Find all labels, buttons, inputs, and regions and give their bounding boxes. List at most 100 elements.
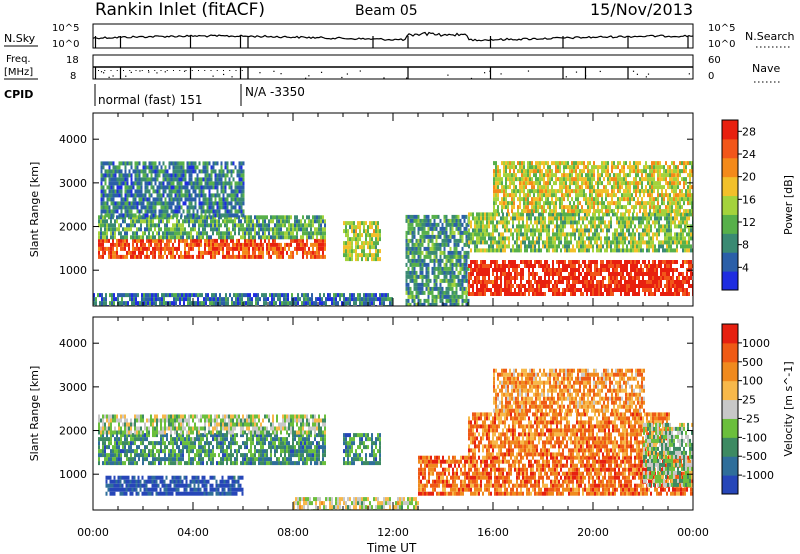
- power-cell: [431, 250, 434, 255]
- power-cell: [144, 177, 147, 182]
- power-cell: [494, 276, 496, 280]
- power-cell: [427, 278, 430, 283]
- power-cell: [595, 209, 597, 214]
- power-cell: [622, 236, 624, 241]
- power-cell: [318, 223, 320, 228]
- power-cell: [541, 193, 543, 198]
- power-cell: [286, 235, 288, 240]
- power-cell: [188, 161, 191, 166]
- power-cell: [234, 201, 237, 206]
- power-cell: [174, 193, 177, 198]
- power-cell: [622, 264, 624, 268]
- power-cell: [124, 185, 127, 190]
- power-cell: [240, 177, 243, 182]
- power-cell: [463, 290, 466, 295]
- power-cell: [540, 284, 542, 288]
- power-cell: [272, 235, 274, 240]
- power-cell: [252, 238, 254, 243]
- power-cell: [242, 185, 245, 190]
- power-cell: [126, 231, 128, 236]
- power-cell: [486, 248, 488, 253]
- power-cell: [676, 288, 678, 292]
- power-cell: [646, 264, 648, 268]
- power-cell: [126, 189, 129, 194]
- power-cell: [605, 209, 607, 214]
- power-cell: [478, 272, 480, 276]
- power-cell: [684, 280, 686, 284]
- power-cell: [248, 219, 250, 224]
- power-cell: [224, 213, 227, 218]
- nave-dot: [341, 76, 343, 79]
- power-cell: [646, 272, 648, 276]
- power-cell: [505, 161, 507, 166]
- power-cell: [172, 165, 175, 170]
- power-cell: [536, 236, 538, 241]
- power-cell: [134, 161, 137, 166]
- power-cell: [484, 224, 486, 229]
- power-cell: [242, 227, 244, 232]
- power-cell: [576, 244, 578, 249]
- power-cell: [156, 201, 159, 206]
- power-cell: [178, 205, 181, 210]
- power-cell: [626, 236, 628, 241]
- power-cell: [124, 161, 127, 166]
- power-cell: [536, 280, 538, 284]
- power-cell: [122, 235, 124, 240]
- power-cell: [529, 177, 531, 182]
- power-cell: [505, 165, 507, 170]
- power-cell: [242, 250, 244, 255]
- power-cell: [310, 235, 312, 240]
- power-cell: [493, 177, 495, 182]
- power-cell: [234, 205, 237, 210]
- power-cell: [678, 236, 680, 241]
- power-cell: [210, 185, 213, 190]
- power-cell: [411, 258, 414, 263]
- power-cell: [686, 272, 688, 276]
- power-cell: [540, 212, 542, 217]
- power-cell: [104, 231, 106, 236]
- power-cell: [500, 216, 502, 221]
- power-cell: [242, 235, 244, 240]
- power-cell: [445, 214, 448, 219]
- power-cell: [104, 219, 106, 224]
- power-cell: [608, 212, 610, 217]
- power-cell: [170, 181, 173, 186]
- power-cell: [282, 231, 284, 236]
- power-cell: [539, 189, 541, 194]
- power-cell: [172, 242, 174, 247]
- power-cell: [154, 250, 156, 255]
- power-cell: [629, 161, 631, 166]
- power-cell: [443, 254, 446, 259]
- power-cell: [278, 250, 280, 255]
- power-cell: [214, 250, 216, 255]
- power-cell: [421, 262, 424, 267]
- power-cell: [427, 218, 430, 223]
- power-cell: [522, 236, 524, 241]
- power-cell: [678, 232, 680, 237]
- power-cell: [676, 248, 678, 253]
- power-cell: [490, 288, 492, 292]
- power-cell: [497, 185, 499, 190]
- power-cell: [461, 274, 464, 279]
- power-cell: [600, 220, 602, 225]
- power-cell: [542, 216, 544, 221]
- power-cell: [592, 284, 594, 288]
- power-cell: [531, 209, 533, 214]
- power-cell: [468, 212, 470, 217]
- power-cell: [126, 205, 129, 210]
- power-cell: [425, 262, 428, 267]
- power-cell: [590, 288, 592, 292]
- power-cell: [112, 231, 114, 236]
- power-cell: [564, 236, 566, 241]
- power-cell: [176, 165, 179, 170]
- power-cell: [164, 177, 167, 182]
- power-cell: [650, 268, 652, 272]
- nave-dot: [223, 70, 224, 71]
- power-cell: [575, 209, 577, 214]
- power-cell: [441, 270, 444, 275]
- power-cell: [447, 258, 450, 263]
- power-cell: [510, 232, 512, 237]
- power-cell: [128, 205, 131, 210]
- power-cell: [158, 227, 160, 232]
- power-cell: [626, 264, 628, 268]
